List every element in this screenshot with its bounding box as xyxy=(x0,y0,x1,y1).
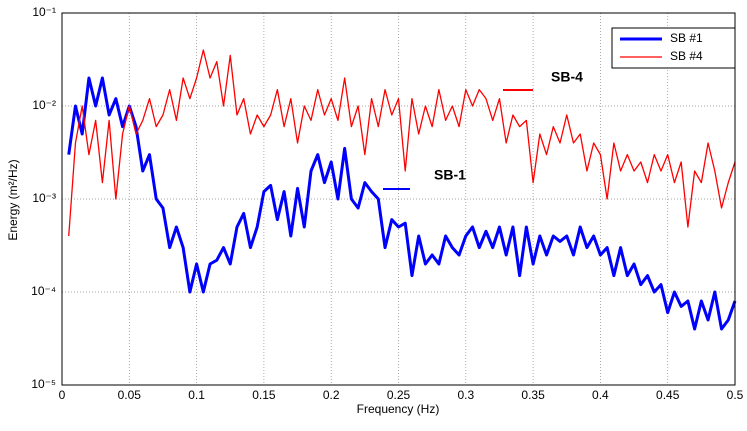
legend: SB #1 SB #4 xyxy=(611,27,736,69)
plot-frame xyxy=(61,12,736,386)
legend-label: SB #1 xyxy=(670,31,703,45)
annotation: SB-1 xyxy=(434,167,466,183)
x-tick-label: 0.15 xyxy=(252,388,276,402)
x-tick-label: 0.25 xyxy=(387,388,411,402)
x-tick-label: 0.4 xyxy=(592,388,609,402)
y-tick-label: 10⁻² xyxy=(32,98,56,112)
x-tick-label: 0.05 xyxy=(118,388,142,402)
legend-box xyxy=(611,27,736,69)
y-tick-label: 10⁻⁴ xyxy=(31,284,56,298)
annotation: SB-4 xyxy=(551,69,583,85)
x-tick-label: 0 xyxy=(59,388,66,402)
y-tick-label: 10⁻¹ xyxy=(32,5,56,19)
y-tick-label: 10⁻³ xyxy=(32,191,56,205)
x-tick-label: 0.1 xyxy=(188,388,205,402)
x-tick-label: 0.5 xyxy=(727,388,744,402)
series-line xyxy=(68,49,736,237)
x-axis-label: Frequency (Hz) xyxy=(357,402,440,416)
x-tick-label: 0.3 xyxy=(457,388,474,402)
y-tick-label: 10⁻⁵ xyxy=(31,377,56,391)
legend-label: SB #4 xyxy=(670,49,703,63)
x-tick-label: 0.45 xyxy=(656,388,680,402)
y-axis-label: Energy (m²/Hz) xyxy=(6,159,20,240)
x-tick-label: 0.2 xyxy=(323,388,340,402)
series-line xyxy=(67,76,737,331)
x-tick-label: 0.35 xyxy=(521,388,545,402)
